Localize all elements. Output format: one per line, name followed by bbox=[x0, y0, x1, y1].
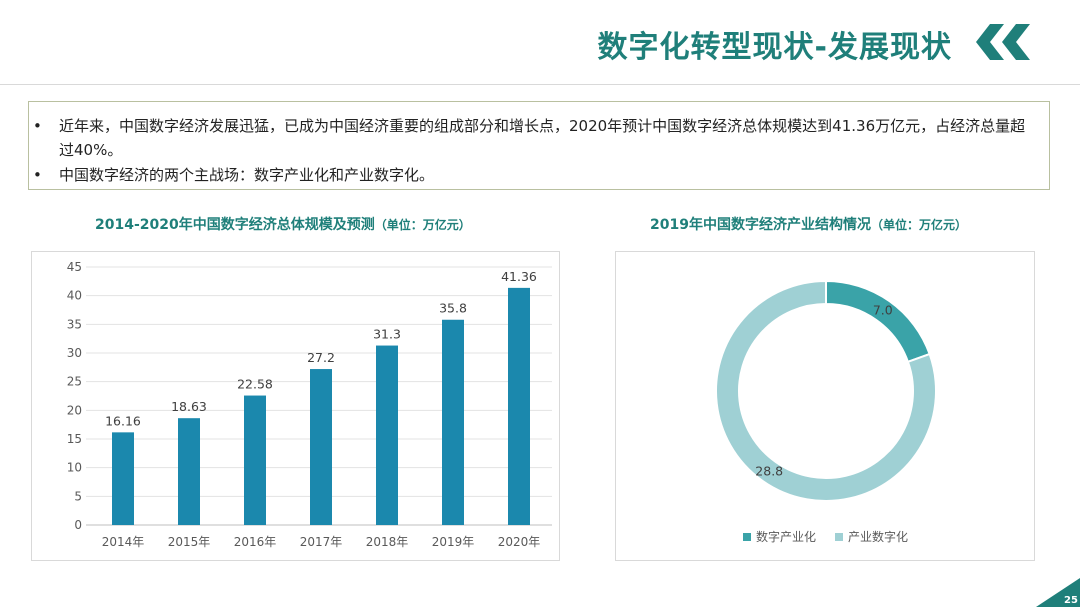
y-tick-label: 40 bbox=[67, 289, 82, 303]
intro-bullet: • 近年来，中国数字经济发展迅猛，已成为中国经济重要的组成部分和增长点，2020… bbox=[33, 114, 1039, 162]
y-tick-label: 15 bbox=[67, 432, 82, 446]
page-number-badge: 25 bbox=[1036, 578, 1080, 607]
intro-bullet: • 中国数字经济的两个主战场：数字产业化和产业数字化。 bbox=[33, 163, 1039, 187]
bar bbox=[112, 432, 134, 525]
double-chevron-left-icon bbox=[976, 24, 1030, 60]
x-tick-label: 2019年 bbox=[432, 535, 475, 549]
x-tick-label: 2016年 bbox=[234, 535, 277, 549]
bar-value-label: 27.2 bbox=[307, 350, 335, 365]
donut-chart-frame: 7.0 28.8 数字产业化 产业数字化 bbox=[615, 251, 1035, 561]
bar bbox=[244, 395, 266, 525]
bar-value-label: 18.63 bbox=[171, 399, 207, 414]
page-title: 数字化转型现状-发展现状 bbox=[597, 30, 952, 65]
y-tick-label: 45 bbox=[67, 260, 82, 274]
bullet-dot: • bbox=[33, 117, 42, 135]
bar bbox=[310, 369, 332, 525]
bar-value-label: 35.8 bbox=[439, 301, 467, 316]
donut-slice bbox=[715, 279, 937, 502]
bar-value-label: 41.36 bbox=[501, 269, 537, 284]
legend-label: 产业数字化 bbox=[848, 529, 908, 544]
donut-chart: 7.0 28.8 数字产业化 产业数字化 bbox=[715, 279, 937, 544]
intro-bullet-text: 中国数字经济的两个主战场：数字产业化和产业数字化。 bbox=[59, 166, 435, 184]
bar bbox=[178, 418, 200, 525]
bar bbox=[442, 319, 464, 525]
intro-box: • 近年来，中国数字经济发展迅猛，已成为中国经济重要的组成部分和增长点，2020… bbox=[28, 101, 1050, 190]
y-tick-label: 10 bbox=[67, 461, 82, 475]
y-tick-label: 25 bbox=[67, 375, 82, 389]
donut-chart-title: 2019年中国数字经济产业结构情况（单位：万亿元） bbox=[650, 214, 967, 234]
y-tick-label: 35 bbox=[67, 317, 82, 331]
bar-chart-title-main: 2014-2020年中国数字经济总体规模及预测 bbox=[95, 217, 375, 233]
donut-chart-title-main: 2019年中国数字经济产业结构情况 bbox=[650, 217, 871, 233]
bar-value-label: 16.16 bbox=[105, 413, 141, 428]
bar-value-label: 22.58 bbox=[237, 377, 273, 392]
page-corner-shape bbox=[1036, 578, 1080, 607]
bar-chart-title: 2014-2020年中国数字经济总体规模及预测（单位：万亿元） bbox=[95, 214, 471, 234]
bar bbox=[376, 345, 398, 525]
bar bbox=[508, 287, 530, 525]
x-tick-label: 2018年 bbox=[366, 535, 409, 549]
x-tick-label: 2014年 bbox=[102, 535, 145, 549]
x-tick-label: 2020年 bbox=[498, 535, 541, 549]
bar-chart: 0 5 10 15 20 25 30 35 40 45 16.16 2014年 18.63 2015年 22… bbox=[67, 260, 552, 549]
y-tick-label: 0 bbox=[74, 518, 82, 532]
intro-bullet-text: 近年来，中国数字经济发展迅猛，已成为中国经济重要的组成部分和增长点，2020年预… bbox=[59, 117, 1026, 159]
bar-value-label: 31.3 bbox=[373, 327, 401, 342]
y-tick-label: 5 bbox=[74, 489, 82, 503]
bar-chart-title-unit: （单位：万亿元） bbox=[374, 218, 471, 232]
title-divider bbox=[0, 84, 1080, 85]
donut-value-label: 7.0 bbox=[873, 303, 893, 318]
x-tick-label: 2017年 bbox=[300, 535, 343, 549]
x-tick-label: 2015年 bbox=[168, 535, 211, 549]
donut-chart-title-unit: （单位：万亿元） bbox=[870, 218, 967, 232]
legend-swatch bbox=[743, 533, 751, 541]
page-number: 25 bbox=[1064, 595, 1078, 606]
donut-slice bbox=[825, 279, 931, 364]
bullet-dot: • bbox=[33, 166, 42, 184]
bar-chart-frame: 0 5 10 15 20 25 30 35 40 45 16.16 2014年 18.63 2015年 22… bbox=[31, 251, 560, 561]
legend-swatch bbox=[835, 533, 843, 541]
donut-value-label: 28.8 bbox=[755, 463, 783, 478]
y-tick-label: 30 bbox=[67, 346, 82, 360]
y-tick-label: 20 bbox=[67, 403, 82, 417]
legend-label: 数字产业化 bbox=[756, 529, 816, 544]
